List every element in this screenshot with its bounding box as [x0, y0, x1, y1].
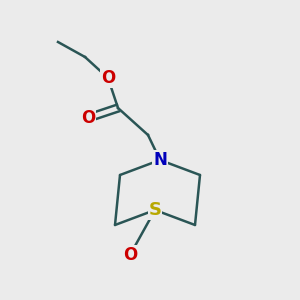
Text: S: S: [148, 201, 161, 219]
Text: O: O: [123, 246, 137, 264]
Text: N: N: [153, 151, 167, 169]
Text: O: O: [101, 69, 115, 87]
Text: O: O: [81, 109, 95, 127]
